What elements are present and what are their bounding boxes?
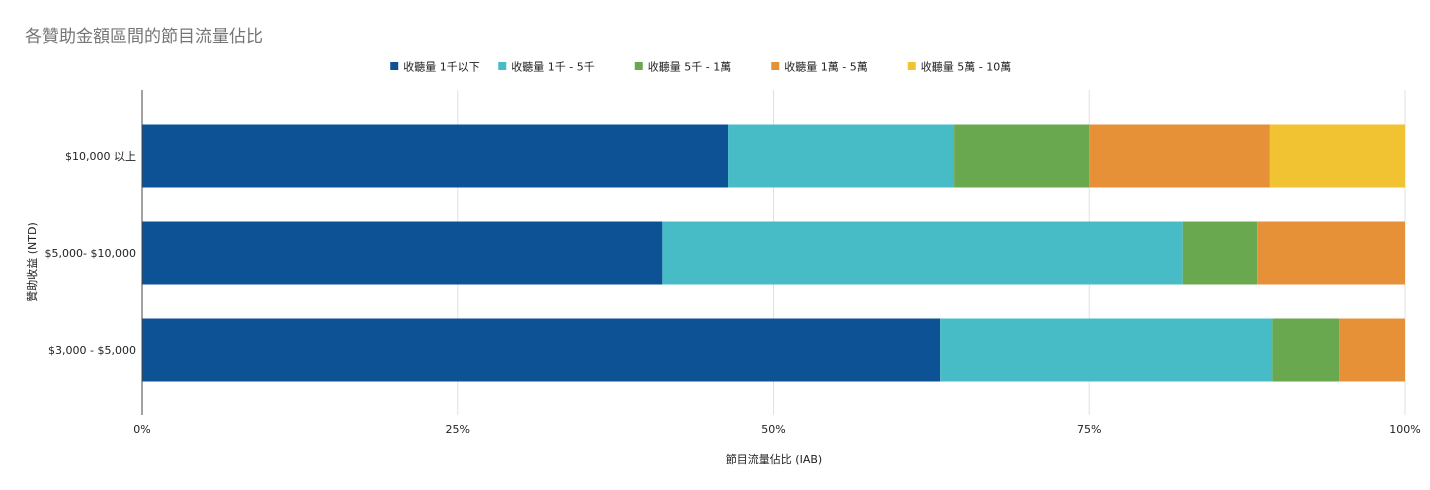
x-tick-label: 0%	[133, 423, 150, 436]
legend-swatch	[634, 62, 643, 70]
bar-segment	[142, 318, 941, 382]
bar-segment	[1272, 318, 1340, 382]
y-tick-label: $10,000 以上	[65, 150, 136, 163]
legend-item: 收聽量 1千 - 5千	[498, 60, 595, 74]
x-axis-title: 節目流量佔比 (IAB)	[726, 452, 822, 466]
bar-segment	[940, 318, 1273, 382]
bar-segment	[142, 221, 663, 285]
legend-swatch	[390, 62, 399, 70]
bars	[142, 124, 1405, 382]
legend-label: 收聽量 1千以下	[403, 60, 480, 74]
legend-item: 收聽量 1千以下	[390, 60, 480, 74]
bar-segment	[1339, 318, 1405, 382]
bar-segment	[662, 221, 1183, 285]
legend-label: 收聽量 5萬 - 10萬	[921, 60, 1011, 74]
legend-label: 收聽量 5千 - 1萬	[648, 60, 731, 74]
legend-item: 收聽量 5千 - 1萬	[634, 60, 731, 74]
bar-segment	[954, 124, 1090, 188]
x-tick-label: 50%	[761, 423, 785, 436]
y-tick-label: $5,000- $10,000	[45, 247, 136, 260]
legend-item: 收聽量 1萬 - 5萬	[771, 60, 868, 74]
bar-segment	[728, 124, 955, 188]
legend-label: 收聽量 1千 - 5千	[511, 60, 594, 74]
legend-label: 收聽量 1萬 - 5萬	[784, 60, 867, 74]
legend-swatch	[498, 62, 507, 70]
y-tick-label: $3,000 - $5,000	[48, 344, 136, 357]
bar-segment	[142, 124, 729, 188]
bar-segment	[1182, 221, 1258, 285]
legend-swatch	[771, 62, 780, 70]
x-tick-label: 100%	[1389, 423, 1420, 436]
x-tick-label: 75%	[1077, 423, 1101, 436]
legend-item: 收聽量 5萬 - 10萬	[907, 60, 1011, 74]
bar-segment	[1269, 124, 1405, 188]
bar-segment	[1257, 221, 1405, 285]
y-axis-title: 贊助收益 (NTD)	[25, 222, 39, 302]
bar-segment	[1089, 124, 1270, 188]
chart-title: 各贊助金額區間的節目流量佔比	[25, 27, 263, 47]
axes: 0% 25% 50% 75% 100% $10,000 以上 $5,000- $10,000…	[45, 90, 1421, 436]
legend-swatch	[907, 62, 916, 70]
x-tick-label: 25%	[446, 423, 470, 436]
legend: 收聽量 1千以下 收聽量 1千 - 5千 收聽量 5千 - 1萬 收聽量 1萬 - 5…	[390, 60, 1011, 74]
